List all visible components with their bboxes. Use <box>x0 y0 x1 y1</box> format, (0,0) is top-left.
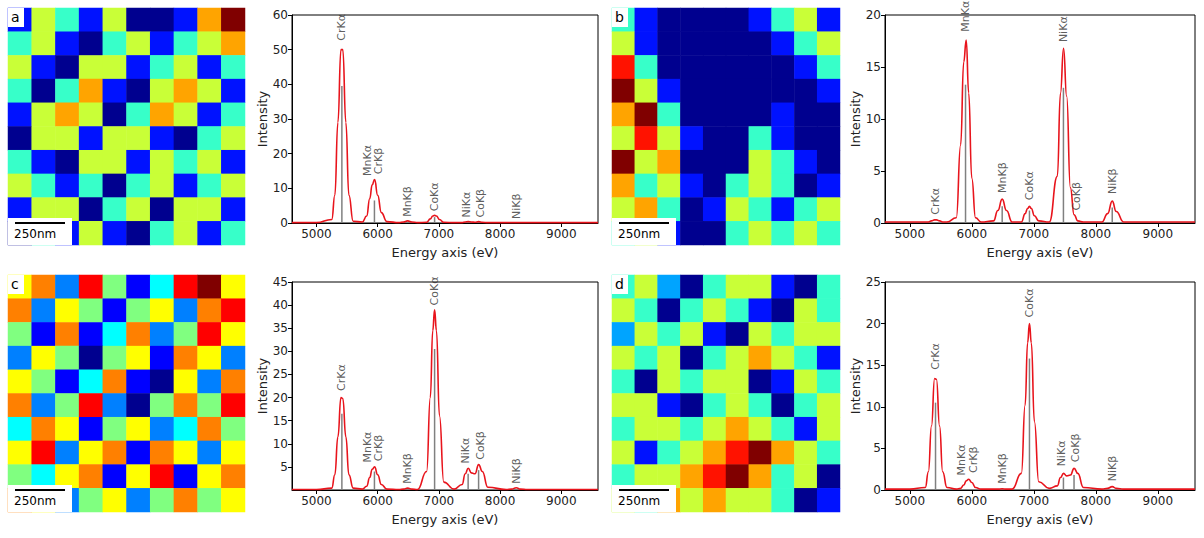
svg-text:20: 20 <box>273 147 288 161</box>
svg-text:MnKα: MnKα <box>361 145 375 176</box>
svg-text:6000: 6000 <box>362 227 393 241</box>
svg-text:NiKβ: NiKβ <box>1106 168 1119 194</box>
svg-text:5: 5 <box>873 441 881 455</box>
svg-text:10: 10 <box>273 437 288 451</box>
svg-text:CoKα: CoKα <box>1023 171 1036 200</box>
svg-text:20: 20 <box>866 317 881 331</box>
svg-text:Energy axis (eV): Energy axis (eV) <box>987 512 1094 527</box>
svg-text:25: 25 <box>273 367 288 381</box>
svg-text:250nm: 250nm <box>14 494 56 508</box>
svg-text:c: c <box>11 276 19 292</box>
svg-text:NiKβ: NiKβ <box>510 193 523 219</box>
svg-text:CrKβ: CrKβ <box>967 447 980 473</box>
svg-text:8000: 8000 <box>1081 227 1112 241</box>
svg-text:MnKβ: MnKβ <box>401 453 414 484</box>
svg-text:NiKβ: NiKβ <box>510 458 523 484</box>
svg-text:5000: 5000 <box>895 494 926 508</box>
svg-text:7000: 7000 <box>424 227 455 241</box>
svg-text:d: d <box>615 276 624 292</box>
svg-text:15: 15 <box>273 414 288 428</box>
svg-text:CoKα: CoKα <box>1023 289 1036 318</box>
svg-text:25: 25 <box>866 275 881 289</box>
svg-text:40: 40 <box>273 298 288 312</box>
svg-text:7000: 7000 <box>1019 494 1050 508</box>
svg-text:CoKβ: CoKβ <box>474 189 487 218</box>
svg-text:MnKα: MnKα <box>955 444 969 476</box>
svg-text:5000: 5000 <box>895 227 926 241</box>
svg-text:30: 30 <box>273 112 288 126</box>
svg-text:Intensity: Intensity <box>255 90 270 147</box>
svg-text:CrKα: CrKα <box>929 343 942 370</box>
svg-text:Energy axis (eV): Energy axis (eV) <box>392 245 499 260</box>
svg-text:9000: 9000 <box>1143 227 1174 241</box>
svg-text:250nm: 250nm <box>14 227 56 241</box>
svg-text:Intensity: Intensity <box>848 357 863 414</box>
svg-text:0: 0 <box>873 216 881 230</box>
svg-text:CoKα: CoKα <box>428 277 441 306</box>
svg-text:CrKα: CrKα <box>335 364 348 391</box>
svg-text:6000: 6000 <box>362 494 393 508</box>
svg-text:NiKα: NiKα <box>1057 16 1070 42</box>
svg-text:Intensity: Intensity <box>848 90 863 147</box>
svg-text:NiKα: NiKα <box>460 192 473 218</box>
svg-text:35: 35 <box>273 321 288 335</box>
svg-text:250nm: 250nm <box>618 227 660 241</box>
svg-text:30: 30 <box>273 344 288 358</box>
svg-text:NiKα: NiKα <box>459 438 472 464</box>
svg-text:NiKα: NiKα <box>1055 441 1068 467</box>
svg-text:CrKβ: CrKβ <box>372 148 385 174</box>
svg-text:15: 15 <box>866 358 881 372</box>
svg-text:CrKα: CrKα <box>929 188 942 215</box>
svg-text:7000: 7000 <box>1019 227 1050 241</box>
svg-text:5: 5 <box>280 460 288 474</box>
svg-text:9000: 9000 <box>1143 494 1174 508</box>
svg-text:20: 20 <box>866 8 881 22</box>
svg-text:CrKα: CrKα <box>335 14 348 41</box>
svg-text:NiKβ: NiKβ <box>1106 456 1119 482</box>
svg-text:8000: 8000 <box>485 227 516 241</box>
svg-text:10: 10 <box>866 112 881 126</box>
svg-text:8000: 8000 <box>1081 494 1112 508</box>
svg-text:9000: 9000 <box>546 227 577 241</box>
svg-text:9000: 9000 <box>546 494 577 508</box>
svg-text:b: b <box>615 9 624 25</box>
svg-text:5000: 5000 <box>301 494 332 508</box>
svg-text:15: 15 <box>866 60 881 74</box>
svg-text:CoKβ: CoKβ <box>1070 182 1083 211</box>
svg-text:40: 40 <box>273 77 288 91</box>
svg-text:CoKβ: CoKβ <box>1069 434 1082 463</box>
svg-text:0: 0 <box>873 483 881 497</box>
svg-text:5000: 5000 <box>301 227 332 241</box>
svg-text:0: 0 <box>280 216 288 230</box>
svg-text:5: 5 <box>873 164 881 178</box>
svg-text:45: 45 <box>273 275 288 289</box>
svg-text:Energy axis (eV): Energy axis (eV) <box>392 512 499 527</box>
svg-text:250nm: 250nm <box>618 494 660 508</box>
svg-text:Energy axis (eV): Energy axis (eV) <box>987 245 1094 260</box>
svg-text:10: 10 <box>866 400 881 414</box>
svg-text:MnKβ: MnKβ <box>996 453 1009 484</box>
svg-text:a: a <box>11 9 20 25</box>
svg-text:20: 20 <box>273 391 288 405</box>
svg-text:60: 60 <box>273 8 288 22</box>
svg-text:CoKα: CoKα <box>428 182 441 211</box>
svg-text:10: 10 <box>273 181 288 195</box>
svg-text:7000: 7000 <box>424 494 455 508</box>
svg-text:MnKα: MnKα <box>361 431 375 463</box>
svg-text:Intensity: Intensity <box>255 357 270 414</box>
svg-text:CrKβ: CrKβ <box>372 435 385 461</box>
svg-text:MnKα: MnKα <box>959 1 972 32</box>
svg-text:CoKβ: CoKβ <box>474 431 487 460</box>
svg-text:6000: 6000 <box>957 227 988 241</box>
svg-text:MnKβ: MnKβ <box>996 162 1009 193</box>
svg-text:6000: 6000 <box>957 494 988 508</box>
svg-text:MnKβ: MnKβ <box>401 186 414 217</box>
svg-text:8000: 8000 <box>485 494 516 508</box>
svg-text:50: 50 <box>273 43 288 57</box>
